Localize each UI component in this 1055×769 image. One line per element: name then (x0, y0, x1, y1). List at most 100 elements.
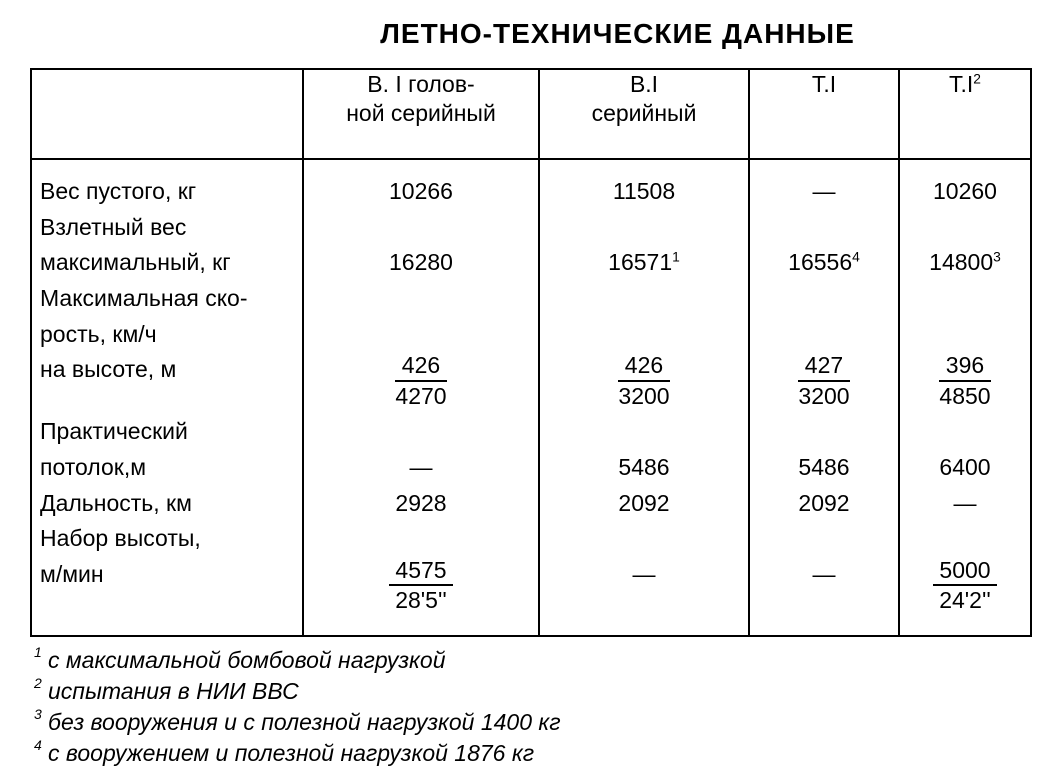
fraction: 4575 28'5'' (389, 557, 452, 614)
fraction-num: 427 (798, 352, 849, 381)
cell (539, 521, 749, 557)
cell: 2092 (749, 486, 899, 522)
fraction-den: 24'2'' (933, 586, 996, 613)
cell: 396 4850 (899, 352, 1031, 414)
footnotes: 1 с максимальной бомбовой нагрузкой 2 ис… (34, 645, 1035, 769)
cell: 165711 (539, 245, 749, 281)
table-row: Дальность, км 2928 2092 2092 — (31, 486, 1031, 522)
row-label: Практический (31, 414, 303, 450)
fraction-den: 3200 (798, 382, 849, 409)
footnote-text: без вооружения и с полезной нагрузкой 14… (48, 707, 561, 738)
cell: — (303, 450, 539, 486)
table-row: м/мин 4575 28'5'' — — 5000 24'2'' (31, 557, 1031, 636)
fraction-num: 4575 (389, 557, 452, 586)
cell: 10266 (303, 159, 539, 210)
cell (539, 281, 749, 317)
cell (899, 210, 1031, 246)
page-title: ЛЕТНО-ТЕХНИЧЕСКИЕ ДАННЫЕ (200, 18, 1035, 50)
cell-value: 16280 (389, 249, 453, 275)
table-row: Набор высоты, (31, 521, 1031, 557)
fraction-den: 3200 (618, 382, 669, 409)
spec-table: В. I голов- ной серийный B.I серийный T.… (30, 68, 1032, 637)
cell: 148003 (899, 245, 1031, 281)
cell: 165564 (749, 245, 899, 281)
fraction: 427 3200 (798, 352, 849, 409)
cell-value: 14800 (929, 249, 993, 275)
cell-value: 16571 (608, 249, 672, 275)
header-col-1-line2: ной серийный (346, 100, 496, 126)
fraction-num: 5000 (933, 557, 996, 586)
table-row: на высоте, м 426 4270 426 3200 427 (31, 352, 1031, 414)
cell-sup: 3 (993, 250, 1001, 265)
fraction-den: 4850 (939, 382, 990, 409)
cell: 2092 (539, 486, 749, 522)
row-label: на высоте, м (31, 352, 303, 414)
cell (899, 521, 1031, 557)
table-row: Взлетный вес (31, 210, 1031, 246)
row-label: Дальность, км (31, 486, 303, 522)
fraction: 396 4850 (939, 352, 990, 409)
cell (303, 210, 539, 246)
row-label: Вес пустого, кг (31, 159, 303, 210)
cell (749, 317, 899, 353)
cell: 2928 (303, 486, 539, 522)
fraction-num: 426 (618, 352, 669, 381)
footnote: 3 без вооружения и с полезной нагрузкой … (34, 707, 1035, 738)
row-label: Набор высоты, (31, 521, 303, 557)
cell: 10260 (899, 159, 1031, 210)
header-col-2: B.I серийный (539, 69, 749, 159)
cell-sup: 4 (852, 250, 860, 265)
header-col-1-line1: В. I голов- (367, 71, 474, 97)
cell (749, 414, 899, 450)
fraction: 426 4270 (395, 352, 446, 409)
footnote-mark: 3 (34, 705, 48, 736)
cell: 5486 (749, 450, 899, 486)
table-row: Практический (31, 414, 1031, 450)
cell (303, 317, 539, 353)
cell: 5000 24'2'' (899, 557, 1031, 636)
header-col-1: В. I голов- ной серийный (303, 69, 539, 159)
header-col-4-base: T.I (949, 71, 973, 97)
cell: 5486 (539, 450, 749, 486)
row-label: потолок,м (31, 450, 303, 486)
cell: — (749, 159, 899, 210)
cell (899, 281, 1031, 317)
table-header-row: В. I голов- ной серийный B.I серийный T.… (31, 69, 1031, 159)
cell: — (899, 486, 1031, 522)
table-row: Вес пустого, кг 10266 11508 — 10260 (31, 159, 1031, 210)
footnote-text: с максимальной бомбовой нагрузкой (48, 645, 446, 676)
cell-sup: 1 (672, 250, 680, 265)
header-blank (31, 69, 303, 159)
table-row: рость, км/ч (31, 317, 1031, 353)
footnote: 4 с вооружением и полезной нагрузкой 187… (34, 738, 1035, 769)
cell: 6400 (899, 450, 1031, 486)
cell: 426 4270 (303, 352, 539, 414)
fraction-den: 28'5'' (389, 586, 452, 613)
footnote-text: испытания в НИИ ВВС (48, 676, 299, 707)
cell: — (539, 557, 749, 636)
fraction-den: 4270 (395, 382, 446, 409)
footnote-mark: 1 (34, 643, 48, 674)
cell (899, 317, 1031, 353)
footnote: 2 испытания в НИИ ВВС (34, 676, 1035, 707)
header-col-2-line2: серийный (592, 100, 697, 126)
footnote: 1 с максимальной бомбовой нагрузкой (34, 645, 1035, 676)
fraction-num: 426 (395, 352, 446, 381)
row-label: максимальный, кг (31, 245, 303, 281)
header-col-3-label: T.I (812, 71, 836, 97)
cell: 4575 28'5'' (303, 557, 539, 636)
footnote-text: с вооружением и полезной нагрузкой 1876 … (48, 738, 534, 769)
cell: 11508 (539, 159, 749, 210)
header-col-4-sup: 2 (973, 71, 981, 86)
row-label: рость, км/ч (31, 317, 303, 353)
cell-value: 16556 (788, 249, 852, 275)
page: ЛЕТНО-ТЕХНИЧЕСКИЕ ДАННЫЕ В. I голов- ной… (0, 0, 1055, 746)
header-col-2-line1: B.I (630, 71, 658, 97)
row-label: Максимальная ско- (31, 281, 303, 317)
header-col-3: T.I (749, 69, 899, 159)
cell (749, 521, 899, 557)
cell: 16280 (303, 245, 539, 281)
cell (303, 414, 539, 450)
fraction: 5000 24'2'' (933, 557, 996, 614)
cell (303, 521, 539, 557)
